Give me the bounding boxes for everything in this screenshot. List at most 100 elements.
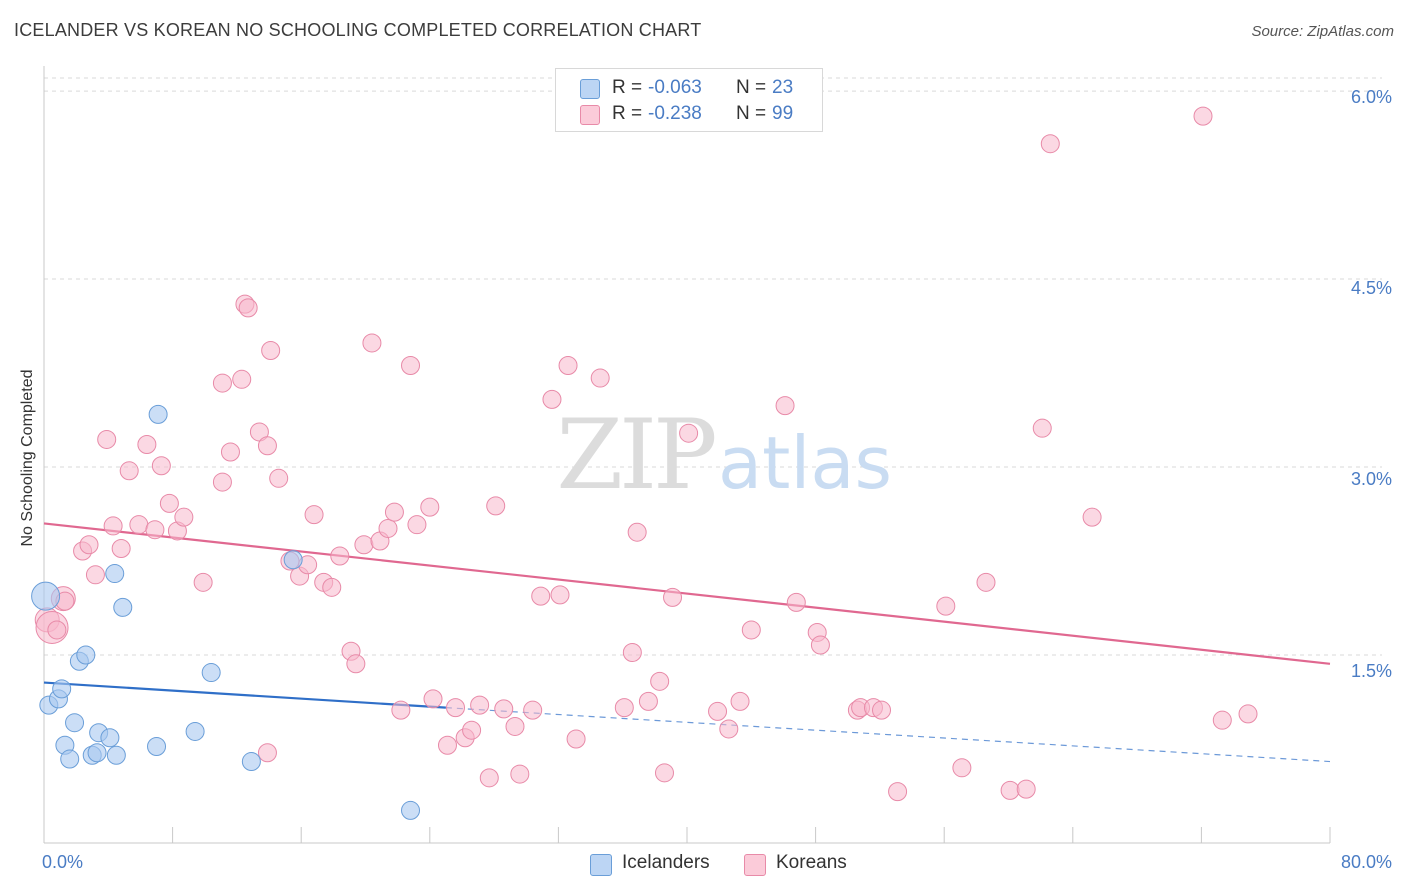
point-korean <box>129 515 149 535</box>
point-korean <box>1040 134 1060 154</box>
point-korean <box>111 538 131 558</box>
point-korean <box>103 516 123 536</box>
y-tick-label-4-5: 4.5% <box>1350 278 1392 298</box>
legend-n-label: N = <box>736 77 767 98</box>
legend-n-value: 23 <box>772 77 794 98</box>
point-korean <box>654 763 674 783</box>
point-korean <box>741 620 761 640</box>
point-korean <box>775 396 795 416</box>
point-korean <box>708 701 728 721</box>
point-korean <box>401 356 421 376</box>
point-korean <box>531 586 551 606</box>
point-korean <box>446 698 466 718</box>
point-korean <box>193 572 213 592</box>
legend-swatch-icelanders <box>580 79 600 99</box>
point-korean <box>558 356 578 376</box>
point-korean <box>462 720 482 740</box>
point-korean <box>566 729 586 749</box>
point-icelander <box>60 749 80 769</box>
point-korean <box>330 546 350 566</box>
point-korean <box>407 515 427 535</box>
point-icelander <box>401 800 421 820</box>
point-korean <box>679 423 699 443</box>
point-korean <box>505 716 525 736</box>
watermark: ZIP atlas <box>556 399 892 511</box>
point-korean <box>437 735 457 755</box>
point-korean <box>1032 418 1052 438</box>
y-tick-label-6: 6.0% <box>1350 87 1392 107</box>
point-icelander <box>147 737 167 757</box>
point-korean <box>786 592 806 612</box>
point-icelander <box>105 564 125 584</box>
point-korean <box>550 585 570 605</box>
point-korean <box>423 689 443 709</box>
bottom-legend-label-koreans: Koreans <box>776 852 847 873</box>
point-korean <box>151 456 171 476</box>
point-korean <box>420 497 440 517</box>
point-icelander <box>52 679 72 699</box>
bottom-legend-swatch-icelanders <box>590 854 612 876</box>
point-korean <box>212 472 232 492</box>
legend-r-value: -0.238 <box>648 103 702 124</box>
point-korean <box>220 442 240 462</box>
watermark-atlas: atlas <box>718 421 892 505</box>
point-icelander <box>76 645 96 665</box>
point-korean <box>257 436 277 456</box>
point-korean <box>486 496 506 516</box>
point-korean <box>159 493 179 513</box>
point-korean <box>976 572 996 592</box>
trend-line-koreans <box>43 522 1331 665</box>
gridlines <box>44 77 1382 656</box>
point-korean <box>79 535 99 555</box>
point-korean <box>1016 779 1036 799</box>
point-icelander <box>148 404 168 424</box>
point-korean <box>119 461 139 481</box>
point-korean <box>494 699 514 719</box>
trend-lines <box>43 522 1331 763</box>
point-korean <box>479 768 499 788</box>
point-korean <box>238 298 258 318</box>
point-icelander <box>113 597 133 617</box>
point-korean <box>638 691 658 711</box>
point-icelander <box>106 745 126 765</box>
point-korean <box>354 535 374 555</box>
point-korean <box>384 502 404 522</box>
point-korean <box>261 340 281 360</box>
y-tick-label-3: 3.0% <box>1350 469 1392 489</box>
legend-r-label: R = <box>612 77 643 98</box>
point-korean <box>872 700 892 720</box>
chart-title: ICELANDER VS KOREAN NO SCHOOLING COMPLET… <box>14 20 702 40</box>
point-korean <box>627 522 647 542</box>
point-icelander <box>185 721 205 741</box>
legend-n-label: N = <box>736 103 767 124</box>
bottom-legend-swatch-koreans <box>744 854 766 876</box>
source-label: Source: ZipAtlas.com <box>1251 23 1394 40</box>
y-tick-label-1-5: 1.5% <box>1350 661 1392 681</box>
x-tick-label-max: 80.0% <box>1340 852 1392 872</box>
point-korean <box>85 565 105 585</box>
point-korean <box>1238 704 1258 724</box>
point-korean <box>650 671 670 691</box>
point-icelander <box>201 663 221 683</box>
point-korean <box>97 429 117 449</box>
point-korean <box>542 389 562 409</box>
point-korean <box>1193 106 1213 126</box>
point-korean <box>391 700 411 720</box>
point-korean <box>952 758 972 778</box>
point-korean <box>232 369 252 389</box>
point-korean <box>145 520 165 540</box>
point-korean <box>137 434 157 454</box>
point-korean <box>257 743 277 763</box>
bottom-legend-label-icelanders: Icelanders <box>622 852 710 873</box>
trend-line-icelanders-projection <box>445 707 1331 763</box>
point-korean <box>1082 507 1102 527</box>
point-korean <box>269 468 289 488</box>
legend-r-label: R = <box>612 103 643 124</box>
point-korean <box>174 507 194 527</box>
trend-line-icelanders <box>43 681 446 709</box>
point-korean <box>719 719 739 739</box>
legend-swatch-koreans <box>580 105 600 125</box>
point-icelander <box>241 752 261 772</box>
point-korean <box>470 695 490 715</box>
